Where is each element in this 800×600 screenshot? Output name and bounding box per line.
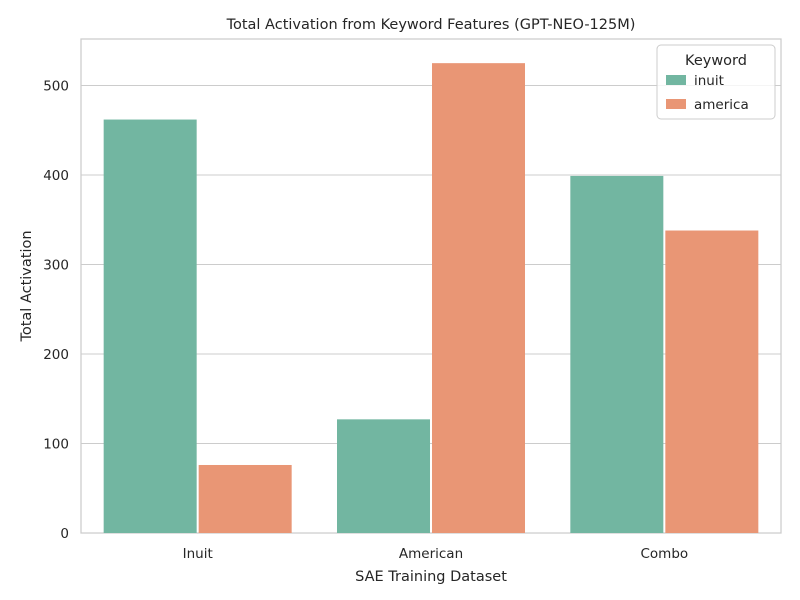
y-tick-label: 400	[43, 168, 69, 184]
x-tick-label-combo: Combo	[640, 546, 688, 562]
legend-label-inuit: inuit	[694, 73, 724, 89]
x-tick-label-american: American	[399, 546, 463, 562]
bar-inuit-american	[337, 419, 430, 533]
legend-swatch-inuit	[666, 75, 686, 85]
x-tick-labels: Inuit American Combo	[183, 546, 689, 562]
chart-title: Total Activation from Keyword Features (…	[226, 17, 636, 33]
bar-america-inuit	[199, 465, 292, 533]
x-axis-label: SAE Training Dataset	[355, 569, 507, 585]
bar-inuit-combo	[570, 176, 663, 533]
bar-america-american	[432, 63, 525, 533]
y-tick-labels: 0 100 200 300 400 500	[43, 79, 69, 542]
y-tick-label: 0	[60, 526, 69, 542]
legend-swatch-america	[666, 99, 686, 109]
bar-america-combo	[665, 231, 758, 533]
legend: Keyword inuit america	[657, 45, 775, 119]
legend-label-america: america	[694, 97, 749, 113]
bar-inuit-inuit	[104, 120, 197, 533]
y-tick-label: 200	[43, 347, 69, 363]
legend-title: Keyword	[685, 53, 747, 69]
bars	[104, 63, 759, 533]
y-tick-label: 100	[43, 437, 69, 453]
y-tick-label: 300	[43, 258, 69, 274]
x-tick-label-inuit: Inuit	[183, 546, 213, 562]
y-tick-label: 500	[43, 79, 69, 95]
y-axis-label: Total Activation	[19, 230, 35, 342]
